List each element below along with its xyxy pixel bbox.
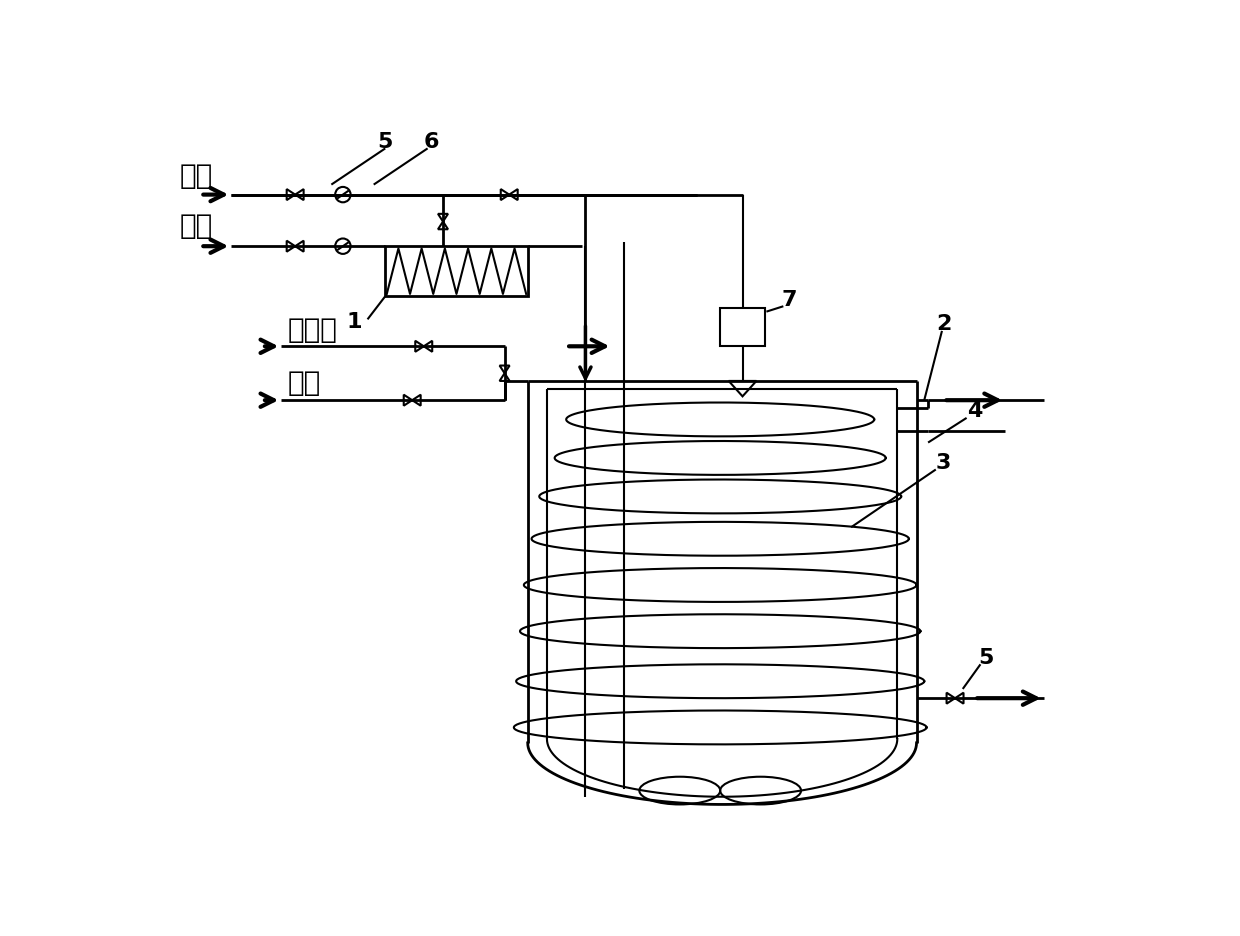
Bar	[720, 309, 765, 347]
Text: 1: 1	[347, 312, 362, 331]
Text: 4: 4	[967, 401, 982, 421]
Text: 6: 6	[424, 132, 439, 152]
Text: 冷却水: 冷却水	[288, 315, 337, 344]
Text: 3: 3	[936, 452, 951, 473]
Text: 5: 5	[377, 132, 393, 152]
Text: 7: 7	[781, 289, 797, 309]
Text: 鑂液: 鑂液	[180, 212, 213, 241]
Text: 蜢气: 蜢气	[288, 369, 321, 397]
Text: 2: 2	[936, 314, 951, 334]
Text: 5: 5	[978, 647, 993, 666]
Text: 碱液: 碱液	[180, 161, 213, 189]
Bar	[386, 247, 528, 297]
